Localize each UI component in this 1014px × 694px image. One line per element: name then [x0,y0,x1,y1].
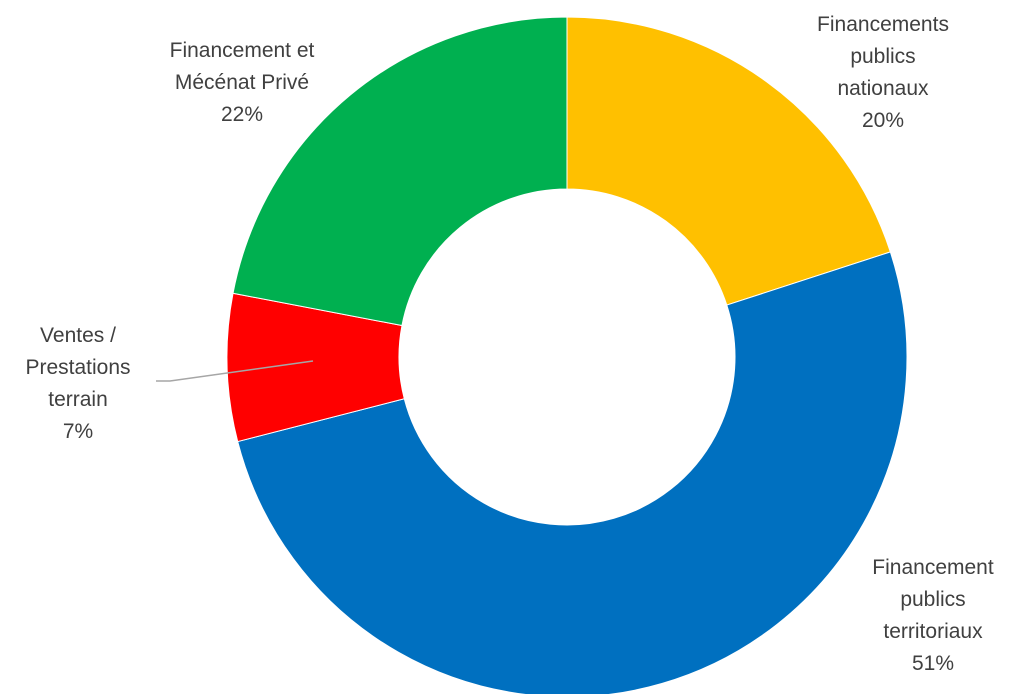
donut-slice-2 [237,251,908,694]
leader-lines [156,360,314,382]
slice-labels: Financements publics nationaux 20% Financeme… [25,13,993,675]
donut-slices [226,16,908,694]
slice-label-1: Financements publics nationaux 20% [817,13,949,132]
slice-label-3: Ventes / Prestations terrain 7% [25,324,130,443]
donut-slice-4 [232,16,568,327]
donut-slice-1 [566,16,891,306]
slice-label-2: Financement publics territoriaux 51% [872,556,994,675]
slice-label-4: Financement et Mécénat Privé 22% [170,39,315,126]
leader-line-ventes [156,360,314,382]
